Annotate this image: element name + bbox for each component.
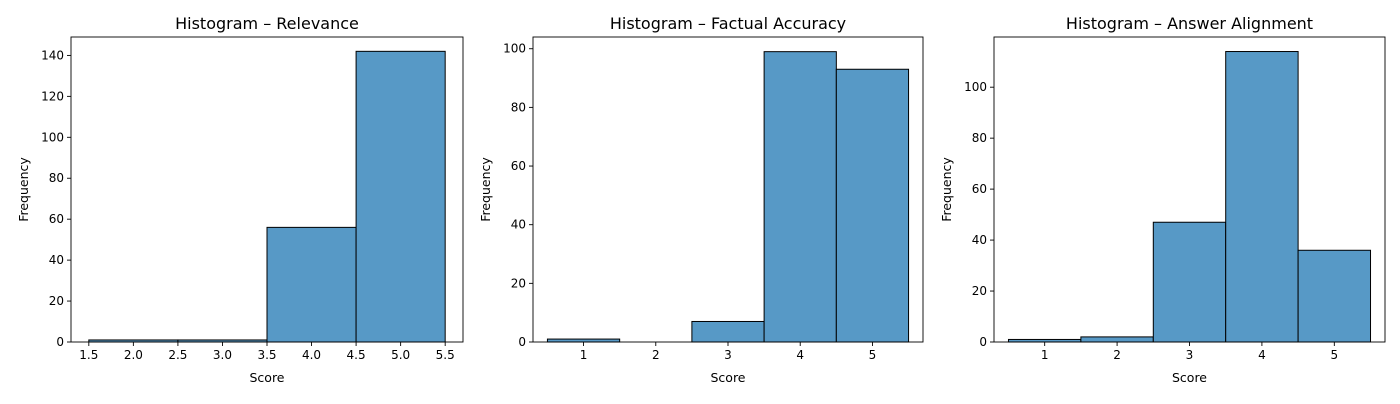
histogram-bar — [1152, 221, 1227, 343]
histogram-bar — [266, 226, 357, 343]
x-tick-label: 5 — [869, 348, 877, 362]
x-tick-label: 4 — [1258, 348, 1266, 362]
histogram-bar — [763, 51, 837, 343]
y-tick-label: 100 — [41, 130, 64, 144]
x-axis-label: Score — [249, 370, 284, 385]
x-tick-label: 2.5 — [168, 348, 187, 362]
y-axis-label: Frequency — [478, 157, 493, 222]
x-tick-label: 2 — [652, 348, 660, 362]
y-tick-label: 140 — [41, 48, 64, 62]
histogram-bar — [1080, 336, 1154, 343]
y-tick-label: 100 — [964, 80, 987, 94]
y-tick-label: 20 — [511, 276, 526, 290]
y-tick-label: 40 — [49, 253, 64, 267]
x-tick-label: 3.0 — [213, 348, 232, 362]
x-tick-label: 5.0 — [391, 348, 410, 362]
y-tick-label: 0 — [518, 335, 526, 349]
histogram-bar — [1225, 51, 1299, 343]
histogram-bar — [835, 68, 910, 343]
x-tick-label: 1.5 — [79, 348, 98, 362]
x-tick-label: 4.0 — [302, 348, 321, 362]
chart-panel-3: 1 2 3 4 5 0 20 40 60 80 100 Histogram – Answer Alig… — [939, 14, 1386, 385]
histogram-bar — [1297, 249, 1372, 343]
y-tick-label: 60 — [511, 159, 526, 173]
x-tick-label: 2.0 — [124, 348, 143, 362]
y-tick-label: 60 — [49, 212, 64, 226]
chart-panel-2: 1 2 3 4 5 0 20 40 60 80 100 Histogram – Factual Acc… — [478, 14, 924, 385]
x-tick-label: 3 — [724, 348, 732, 362]
x-tick-label: 4.5 — [347, 348, 366, 362]
x-tick-label: 2 — [1113, 348, 1121, 362]
chart-panel-1: 1.5 2.0 2.5 3.0 3.5 4.0 4.5 5.0 5.5 0 20 40 60 80 100 1… — [16, 14, 464, 385]
y-axis-label: Frequency — [939, 157, 954, 222]
y-tick-label: 120 — [41, 89, 64, 103]
x-tick-label: 3 — [1186, 348, 1194, 362]
chart-title: Histogram – Answer Alignment — [1066, 14, 1313, 33]
chart-title: Histogram – Factual Accuracy — [610, 14, 846, 33]
y-tick-label: 100 — [503, 42, 526, 56]
x-tick-label: 1 — [1041, 348, 1049, 362]
y-tick-label: 40 — [972, 233, 987, 247]
x-tick-label: 3.5 — [257, 348, 276, 362]
y-tick-label: 20 — [972, 284, 987, 298]
y-tick-label: 40 — [511, 218, 526, 232]
x-tick-label: 5.5 — [436, 348, 455, 362]
x-tick-label: 4 — [796, 348, 804, 362]
y-axis-label: Frequency — [16, 157, 31, 222]
y-tick-label: 80 — [511, 100, 526, 114]
x-axis-label: Score — [710, 370, 745, 385]
y-tick-label: 20 — [49, 294, 64, 308]
x-axis-label: Score — [1172, 370, 1207, 385]
y-tick-label: 80 — [972, 131, 987, 145]
chart-title: Histogram – Relevance — [175, 14, 359, 33]
x-tick-label: 5 — [1330, 348, 1338, 362]
y-tick-label: 60 — [972, 182, 987, 196]
y-tick-label: 0 — [56, 335, 64, 349]
histogram-bar — [355, 50, 446, 343]
histogram-bar — [691, 320, 765, 343]
y-tick-label: 80 — [49, 171, 64, 185]
x-tick-label: 1 — [580, 348, 588, 362]
y-tick-label: 0 — [979, 335, 987, 349]
